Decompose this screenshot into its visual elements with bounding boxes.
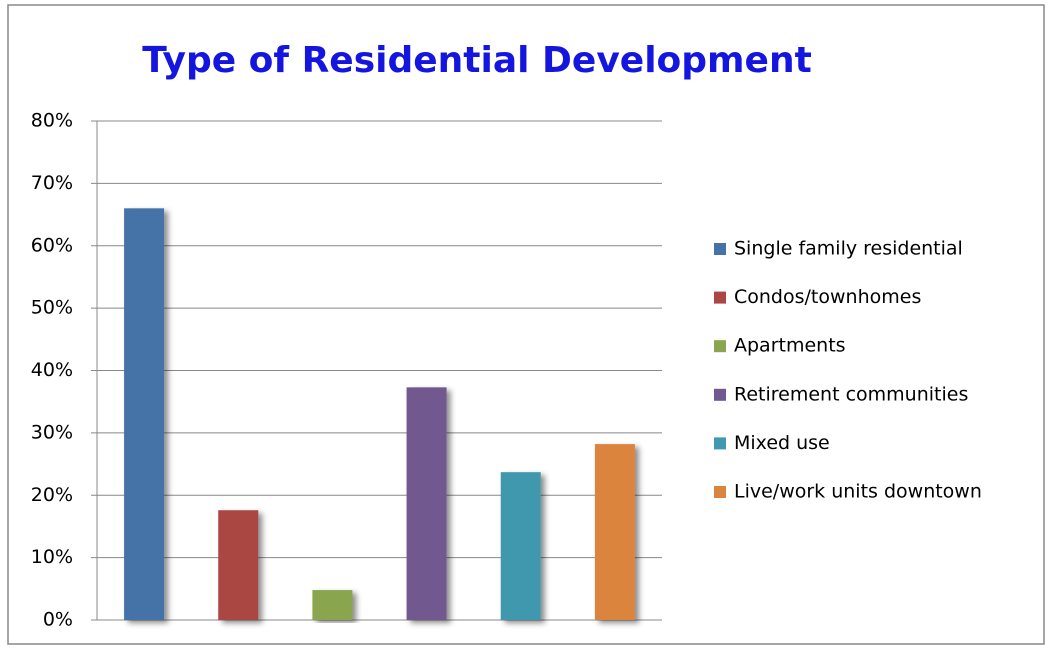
chart-title: Type of Residential Development bbox=[142, 40, 812, 81]
legend-swatch bbox=[714, 291, 726, 304]
legend-swatch bbox=[714, 243, 726, 255]
legend-label: Condos/townhomes bbox=[734, 286, 921, 308]
legend-swatch bbox=[714, 437, 726, 450]
legend-swatch bbox=[714, 388, 726, 401]
y-tick-label: 0% bbox=[43, 609, 73, 631]
y-tick-label: 20% bbox=[31, 484, 73, 506]
bar bbox=[312, 590, 353, 620]
legend-label: Single family residential bbox=[734, 238, 963, 260]
legend-swatch bbox=[714, 340, 726, 353]
legend-label: Apartments bbox=[734, 335, 846, 357]
legend-label: Mixed use bbox=[734, 432, 830, 454]
y-tick-label: 10% bbox=[31, 546, 73, 568]
y-tick-label: 50% bbox=[31, 297, 73, 319]
bar bbox=[594, 444, 635, 620]
bar bbox=[124, 208, 165, 620]
legend-label: Live/work units downtown bbox=[734, 481, 982, 503]
bar bbox=[406, 387, 447, 620]
bar bbox=[500, 472, 541, 620]
legend-label: Retirement communities bbox=[734, 383, 968, 405]
bar bbox=[218, 510, 259, 620]
y-tick-label: 70% bbox=[31, 172, 73, 194]
y-tick-label: 60% bbox=[31, 234, 73, 256]
y-tick-label: 30% bbox=[31, 421, 73, 443]
y-tick-label: 40% bbox=[31, 359, 73, 381]
legend-swatch bbox=[714, 486, 726, 498]
y-tick-label: 80% bbox=[31, 110, 73, 132]
